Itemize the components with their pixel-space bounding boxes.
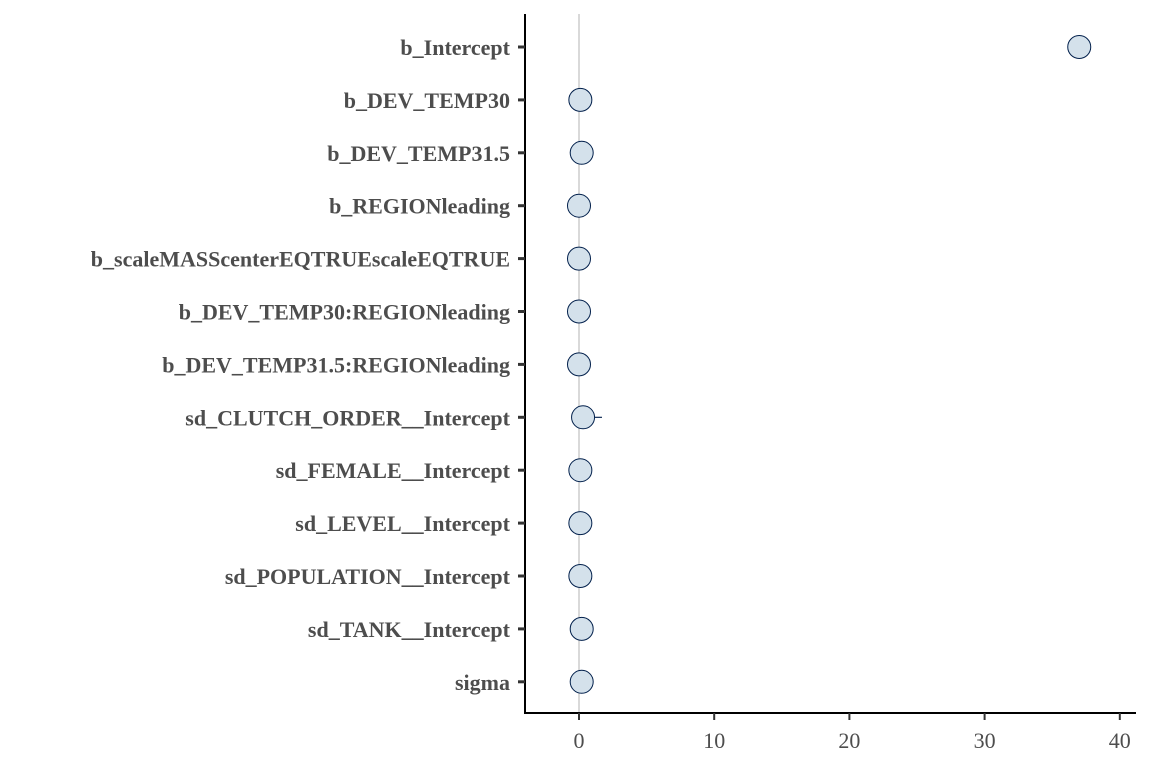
estimate-point	[567, 299, 591, 324]
x-tick-label: 0	[574, 728, 585, 753]
y-tick-label: b_Intercept	[400, 35, 510, 60]
y-tick-label: sigma	[455, 670, 510, 695]
estimate-point	[567, 246, 591, 271]
y-tick-label: b_DEV_TEMP30	[344, 88, 510, 113]
y-tick-label: b_DEV_TEMP31.5	[327, 141, 510, 166]
y-tick-label: b_REGIONleading	[329, 194, 510, 219]
estimate-point	[1067, 35, 1092, 59]
y-tick-label: sd_POPULATION__Intercept	[225, 564, 511, 589]
y-tick-labels: b_Intercept b_DEV_TEMP30 b_DEV_TEMP31.5 b_R…	[91, 35, 511, 695]
y-tick-label: sd_CLUTCH_ORDER__Intercept	[185, 405, 510, 430]
y-tick-label: b_DEV_TEMP31.5:REGIONleading	[162, 352, 510, 377]
x-tick-label: 40	[1109, 728, 1131, 753]
y-tick-label: sd_LEVEL__Intercept	[295, 511, 510, 536]
y-tick-label: sd_FEMALE__Intercept	[276, 458, 511, 483]
x-tick-label: 20	[838, 728, 860, 753]
axis-layer	[518, 14, 1136, 720]
data-marks	[567, 35, 1092, 694]
x-tick-labels: 0 10 20 30 40	[574, 728, 1131, 753]
estimate-point	[568, 511, 593, 536]
x-tick-label: 10	[703, 728, 725, 753]
estimate-point	[569, 616, 594, 641]
y-tick-label: b_DEV_TEMP30:REGIONleading	[179, 300, 510, 325]
estimate-point	[568, 458, 593, 483]
estimate-point	[567, 193, 591, 218]
estimate-point	[569, 140, 594, 165]
estimate-point	[569, 669, 594, 694]
estimate-point	[571, 405, 596, 430]
estimate-point	[567, 352, 591, 377]
y-tick-label: b_scaleMASScenterEQTRUEscaleEQTRUE	[91, 247, 510, 272]
estimate-point	[568, 564, 593, 588]
y-tick-label: sd_TANK__Intercept	[308, 617, 511, 642]
x-tick-label: 30	[974, 728, 996, 753]
estimate-point	[568, 87, 593, 112]
